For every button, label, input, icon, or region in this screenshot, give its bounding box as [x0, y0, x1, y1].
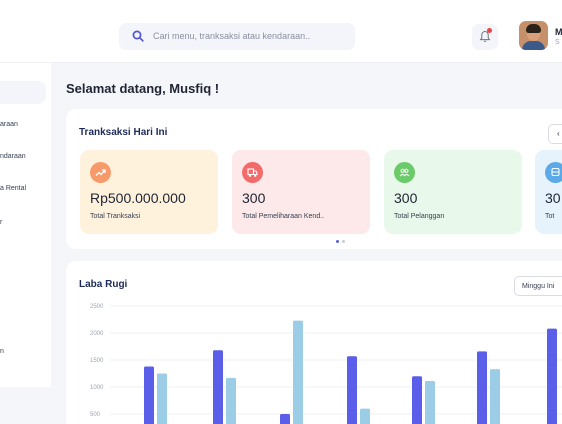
- bar-series-2[interactable]: [157, 373, 167, 424]
- user-role: S: [555, 39, 560, 46]
- y-tick-label: 2500: [90, 304, 104, 310]
- y-tick-label: 1500: [90, 358, 104, 364]
- sidebar-item-bottom[interactable]: n: [0, 348, 4, 355]
- sidebar: araan ndaraan a Rental r n: [0, 63, 51, 387]
- bar-series-1[interactable]: [280, 414, 290, 424]
- car-icon: [545, 162, 562, 183]
- chevron-left-icon: ‹: [557, 129, 560, 138]
- transactions-nav-button[interactable]: ‹: [548, 124, 562, 144]
- notification-button[interactable]: [472, 24, 498, 50]
- bar-series-2[interactable]: [360, 408, 370, 424]
- stat-value: 300: [242, 190, 266, 206]
- stat-label: Total Tranksaksi: [90, 213, 141, 220]
- stat-value: 300: [394, 190, 418, 206]
- sidebar-item-kendaraan[interactable]: araan: [0, 121, 18, 128]
- top-bar: Cari menu, tranksaksi atau kendaraan.. M…: [0, 0, 562, 63]
- bar-series-1[interactable]: [144, 366, 154, 424]
- bar-series-1[interactable]: [213, 350, 223, 424]
- laba-rugi-chart: 2500 2000 1500 1000 500: [90, 304, 562, 424]
- avatar[interactable]: [519, 21, 548, 50]
- transactions-title: Tranksaksi Hari Ini: [79, 127, 168, 138]
- stat-card-transactions[interactable]: Rp500.000.000 Total Tranksaksi: [80, 150, 218, 234]
- sidebar-item-active[interactable]: [0, 81, 46, 104]
- y-tick-label: 500: [90, 412, 101, 418]
- stat-value: 30: [545, 190, 561, 206]
- page-title: Selamat datang, Musfiq !: [66, 81, 220, 96]
- sidebar-item-other[interactable]: r: [0, 219, 3, 226]
- bar-series-1[interactable]: [477, 351, 487, 424]
- avatar-hair: [526, 24, 541, 33]
- y-tick-label: 1000: [90, 385, 104, 391]
- notification-badge: [487, 28, 492, 33]
- stat-card-vehicles[interactable]: 30 Tot: [535, 150, 562, 234]
- carousel-dot-active[interactable]: [336, 240, 339, 243]
- period-dropdown-label: Minggu Ini: [522, 283, 555, 290]
- y-tick-label: 2000: [90, 331, 104, 337]
- trending-up-icon: [90, 162, 111, 183]
- bar-series-2[interactable]: [425, 381, 435, 424]
- bar-series-2[interactable]: [226, 377, 236, 424]
- bar-series-1[interactable]: [547, 328, 557, 424]
- stat-label: Total Pelanggan: [394, 213, 445, 220]
- search-icon: [132, 30, 144, 42]
- stat-label: Total Pemeliharaan Kend..: [242, 213, 325, 220]
- stat-value: Rp500.000.000: [90, 190, 186, 206]
- avatar-shirt: [522, 41, 545, 50]
- bar-series-1[interactable]: [412, 376, 422, 424]
- laba-rugi-title: Laba Rugi: [79, 279, 128, 290]
- search-input[interactable]: Cari menu, tranksaksi atau kendaraan..: [119, 23, 355, 50]
- carousel-dot[interactable]: [342, 240, 345, 243]
- bar-series-1[interactable]: [347, 356, 357, 424]
- user-name: M: [555, 27, 562, 37]
- stat-card-maintenance[interactable]: 300 Total Pemeliharaan Kend..: [232, 150, 370, 234]
- bar-series-2[interactable]: [293, 320, 303, 424]
- truck-icon: [242, 162, 263, 183]
- stat-card-customers[interactable]: 300 Total Pelanggan: [384, 150, 522, 234]
- search-placeholder: Cari menu, tranksaksi atau kendaraan..: [153, 31, 311, 41]
- bar-series-2[interactable]: [490, 369, 500, 424]
- sidebar-item-pemeliharaan[interactable]: ndaraan: [0, 153, 26, 160]
- sidebar-item-rental[interactable]: a Rental: [0, 185, 27, 192]
- period-dropdown[interactable]: Minggu Ini: [514, 276, 562, 296]
- users-icon: [394, 162, 415, 183]
- stat-label: Tot: [545, 213, 555, 220]
